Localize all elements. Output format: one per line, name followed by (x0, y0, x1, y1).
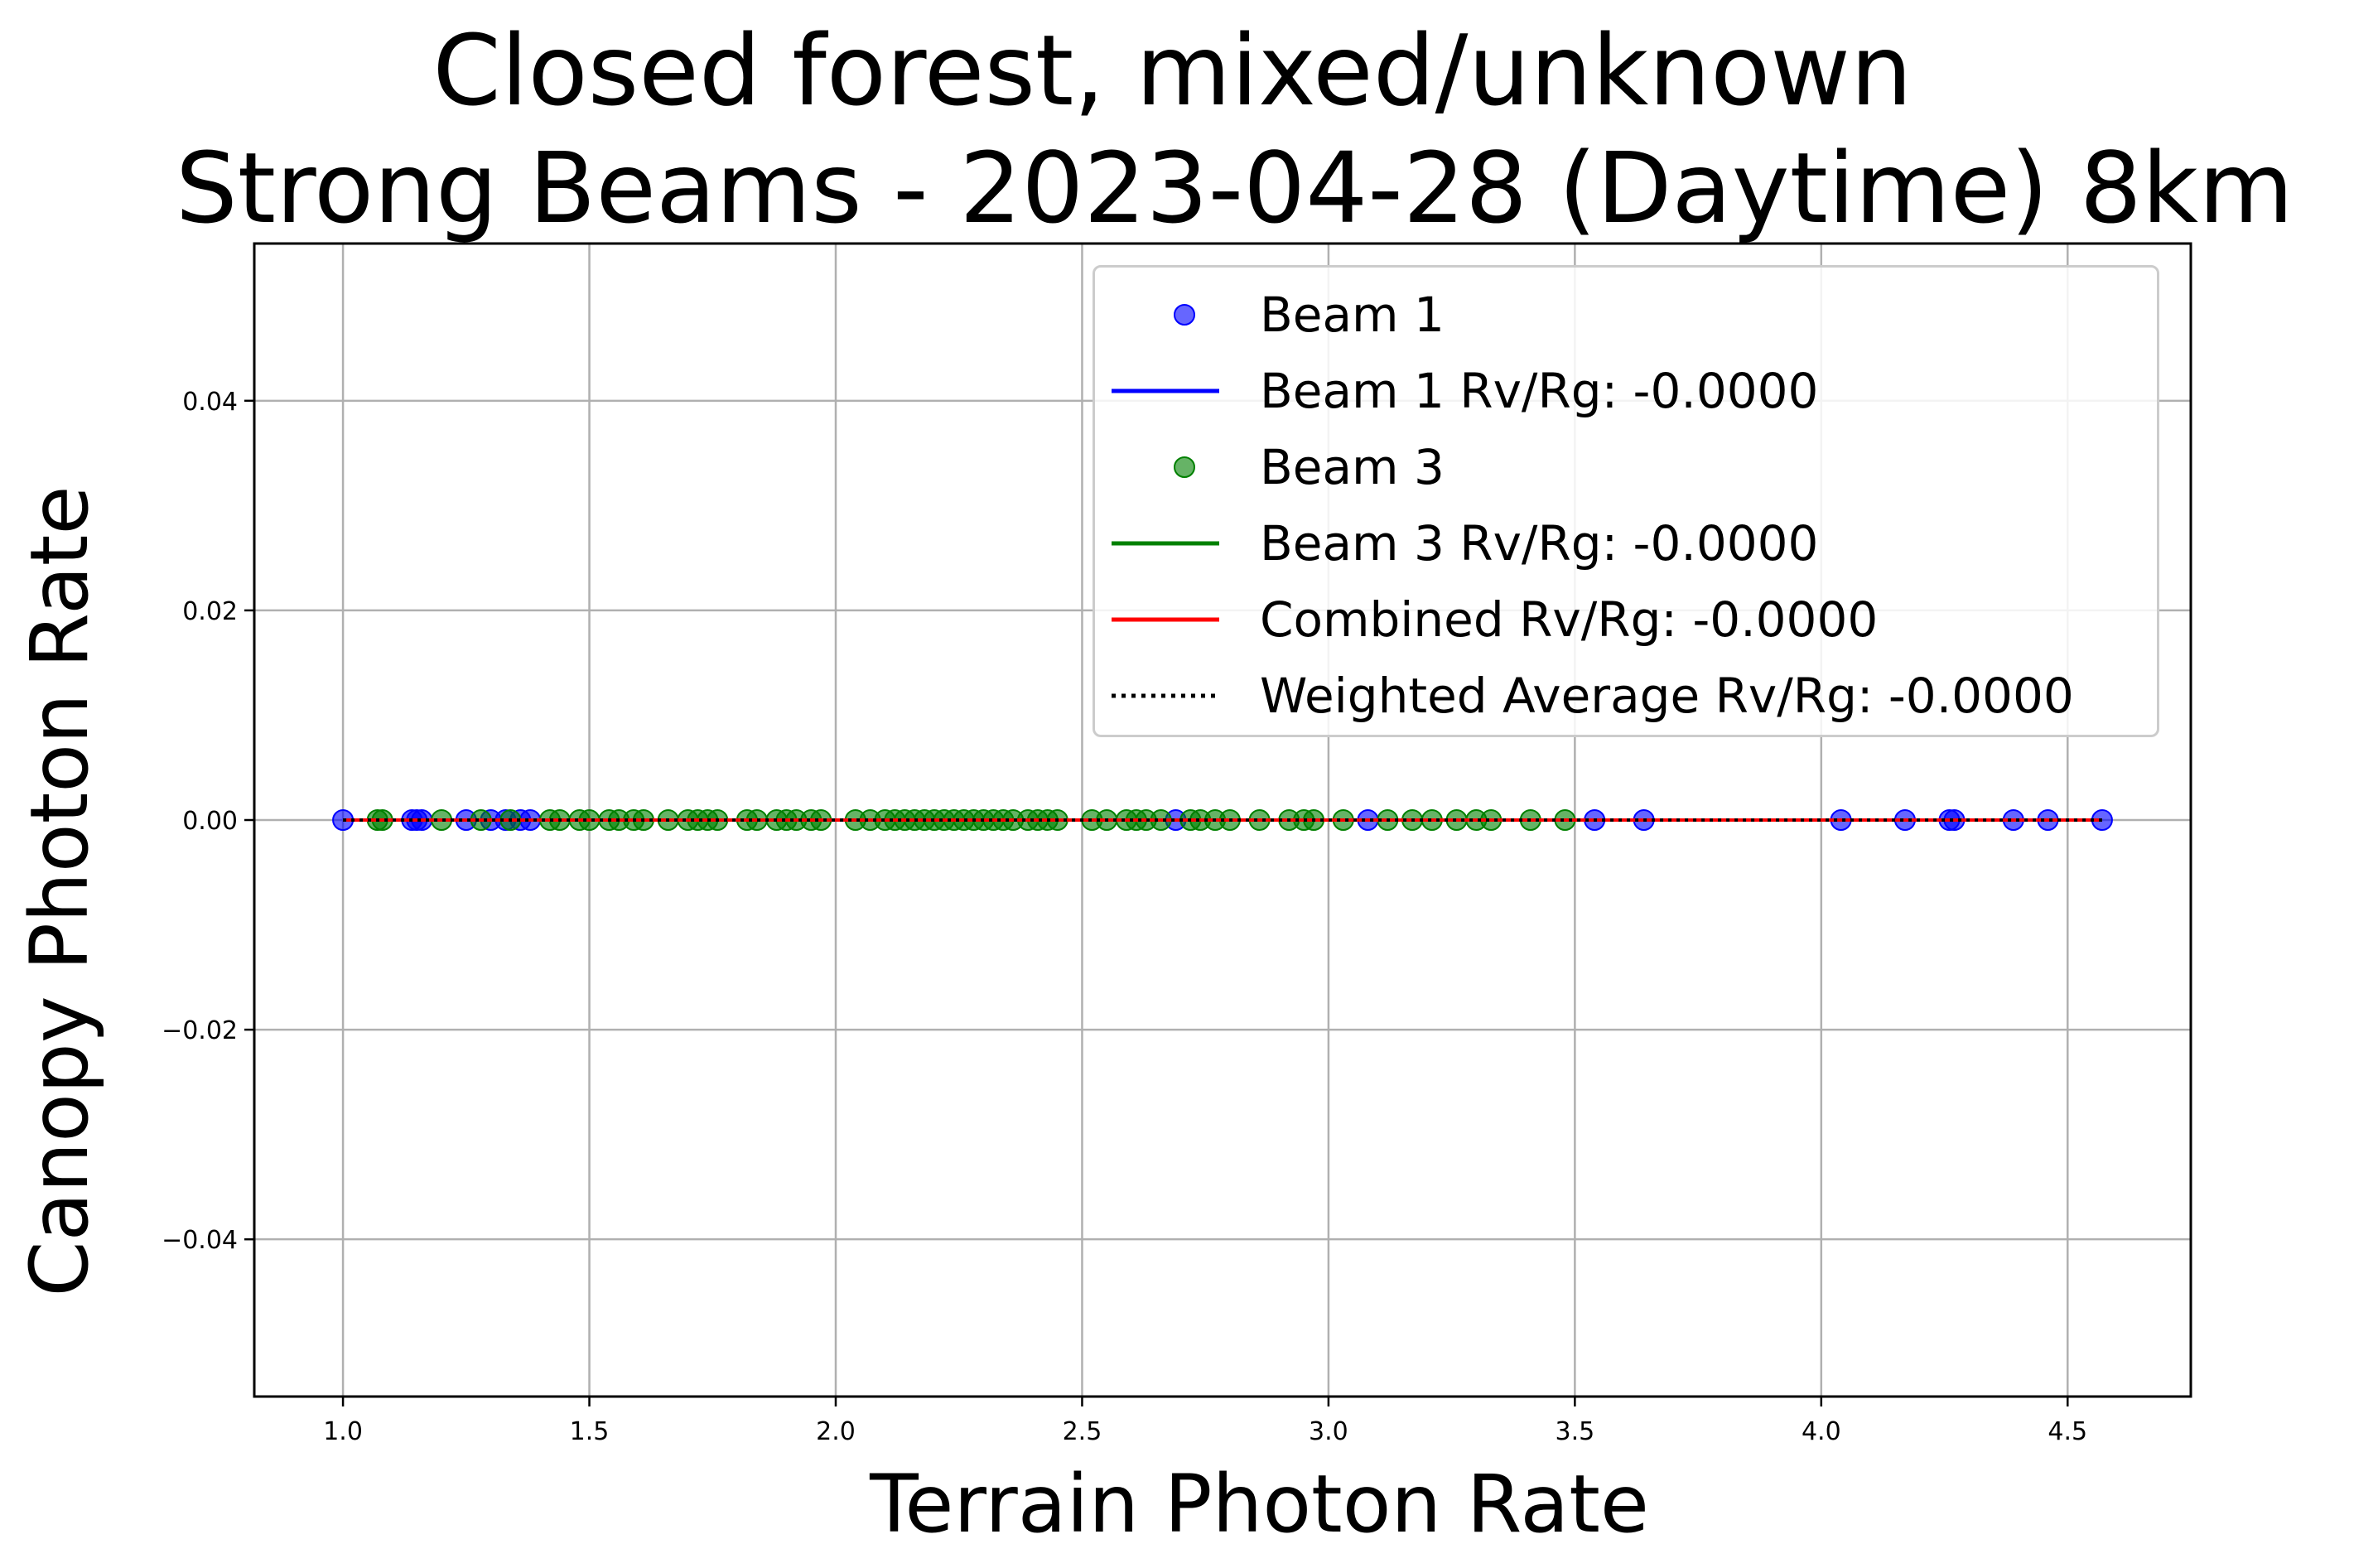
legend-label: Beam 1 (1260, 287, 1445, 343)
plot-frame (253, 242, 2192, 1398)
y-tick-label: −0.02 (162, 1016, 238, 1045)
chart-title-line-1: Closed forest, mixed/unknown (432, 13, 1913, 128)
x-tick-label: 1.5 (570, 1417, 610, 1446)
x-tick-label: 3.0 (1309, 1417, 1348, 1446)
legend-item-beam-3: Beam 3 (1095, 430, 2157, 504)
axis-ticks: 1.0 1.5 2.0 2.5 3.0 3.5 4.0 4.5 −0.04 −0.02 0.00 0.… (162, 388, 2087, 1446)
legend-item-beam-1: Beam 1 (1095, 277, 2157, 352)
legend-label: Beam 3 (1260, 439, 1445, 495)
y-axis-label: Canopy Photon Rate (13, 485, 106, 1297)
legend-label: Combined Rv/Rg: -0.0000 (1260, 591, 1879, 648)
x-tick-label: 4.5 (2048, 1417, 2087, 1446)
chart-title-line-2: Strong Beams - 2023-04-28 (Daytime) 8km (175, 131, 2294, 245)
legend-label: Beam 3 Rv/Rg: -0.0000 (1260, 515, 1819, 572)
legend-marker-beam-1 (1174, 304, 1195, 326)
legend-item-beam-1-fit: Beam 1 Rv/Rg: -0.0000 (1095, 354, 2157, 428)
legend-marker-beam-3 (1174, 456, 1195, 478)
x-axis-label: Terrain Photon Rate (870, 1458, 1649, 1551)
legend-line-beam-3 (1112, 541, 1219, 546)
y-tick-label: 0.02 (182, 597, 238, 626)
legend-label: Beam 1 Rv/Rg: -0.0000 (1260, 363, 1819, 419)
legend-line-weighted-average (1112, 693, 1219, 698)
data-points (332, 809, 2113, 831)
legend-item-beam-3-fit: Beam 3 Rv/Rg: -0.0000 (1095, 506, 2157, 581)
legend-item-weighted-average: Weighted Average Rv/Rg: -0.0000 (1095, 659, 2157, 733)
x-tick-label: 2.0 (816, 1417, 856, 1446)
legend-line-beam-1 (1112, 388, 1219, 393)
y-tick-label: −0.04 (162, 1226, 238, 1255)
x-tick-label: 3.5 (1556, 1417, 1595, 1446)
x-tick-label: 2.5 (1063, 1417, 1102, 1446)
x-tick-label: 4.0 (1802, 1417, 1841, 1446)
legend-line-combined (1112, 617, 1219, 622)
x-tick-label: 1.0 (323, 1417, 363, 1446)
legend-label: Weighted Average Rv/Rg: -0.0000 (1260, 668, 2074, 724)
legend: Beam 1 Beam 1 Rv/Rg: -0.0000 Beam 3 Beam… (1093, 265, 2159, 737)
legend-item-combined: Combined Rv/Rg: -0.0000 (1095, 582, 2157, 657)
y-tick-label: 0.00 (182, 807, 238, 836)
y-tick-label: 0.04 (182, 388, 238, 417)
